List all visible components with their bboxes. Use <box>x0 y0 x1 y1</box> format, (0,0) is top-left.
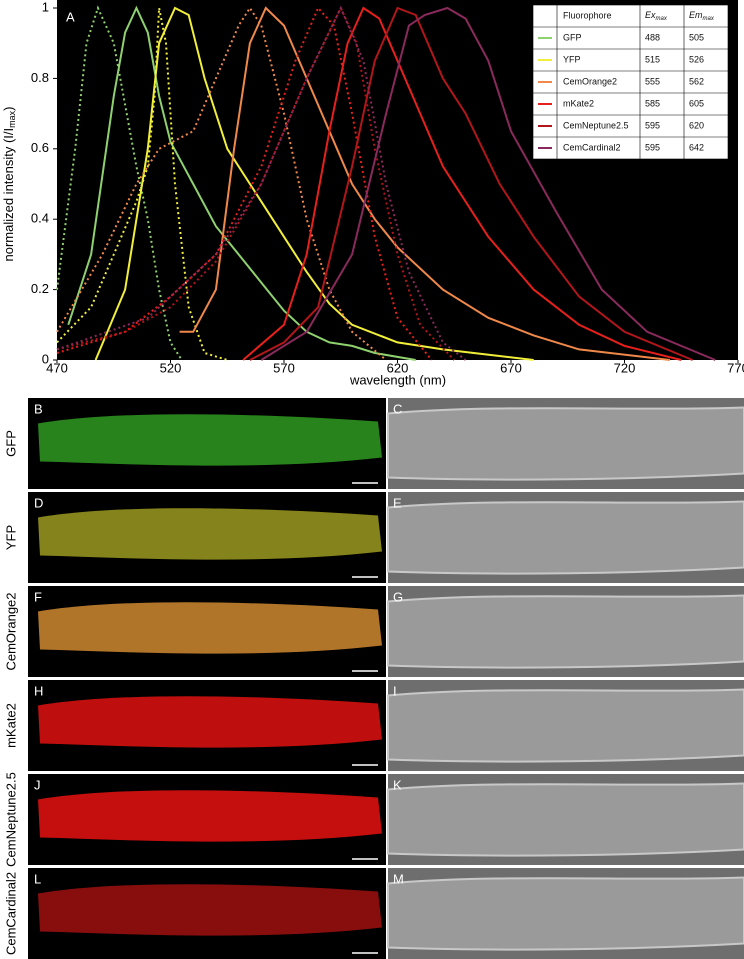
worm-fluorescence <box>38 790 382 842</box>
row-label: CemOrange2 <box>3 592 18 670</box>
panel-letter: C <box>393 401 402 416</box>
emission-line <box>260 6 716 361</box>
y-tick-label: 0.6 <box>31 140 49 155</box>
y-axis-label-sub: max <box>7 110 17 128</box>
panel-letter: M <box>393 871 404 886</box>
excitation-line <box>56 5 467 361</box>
worm-dic <box>387 406 744 481</box>
table-header: Emmax <box>689 10 715 21</box>
table-header: Exmax <box>645 10 668 21</box>
y-axis-label: normalized intensity (I/Imax) <box>1 106 17 261</box>
y-axis-label-end: ) <box>1 106 16 110</box>
y-tick-label: 0.2 <box>31 281 49 296</box>
panel-letter: D <box>34 495 43 510</box>
panel-letter: J <box>34 777 41 792</box>
panel-letter: F <box>34 589 42 604</box>
y-tick-label: 0.8 <box>31 70 49 85</box>
legend-table <box>532 4 729 160</box>
table-header: Fluorophore <box>563 10 612 20</box>
panel-letter: K <box>393 777 402 792</box>
header-base: Ex <box>645 10 656 20</box>
em-max: 526 <box>689 54 704 64</box>
worm-fluorescence <box>38 884 382 936</box>
excitation-line <box>56 5 456 361</box>
panel-letter: E <box>393 495 402 510</box>
worm-fluorescence <box>38 602 382 654</box>
emission-line <box>94 6 534 361</box>
worm-dic <box>387 688 744 763</box>
row-label: GFP <box>3 430 18 457</box>
legend-label: mKate2 <box>563 98 594 108</box>
panel-letter: L <box>34 871 41 886</box>
panel-letter: A <box>66 9 75 24</box>
y-tick-label: 0 <box>42 351 49 366</box>
worm-fluorescence <box>38 696 382 748</box>
em-max: 505 <box>689 32 704 42</box>
panel-letter: G <box>393 589 403 604</box>
emission-line <box>242 6 682 361</box>
panel-letter: B <box>34 401 43 416</box>
row-label: CemCardinal2 <box>3 872 18 955</box>
x-tick-label: 570 <box>273 360 295 375</box>
ex-max: 555 <box>645 76 660 86</box>
ex-max: 595 <box>645 142 660 152</box>
excitation-line <box>56 6 433 361</box>
y-axis-label-text: normalized intensity (I/I <box>1 128 16 262</box>
emission-line <box>67 5 416 361</box>
header-sub: max <box>703 16 715 22</box>
worm-fluorescence <box>38 414 382 466</box>
ex-max: 595 <box>645 120 660 130</box>
panel-letter: I <box>393 683 397 698</box>
row-label: CemNeptune2.5 <box>3 772 18 867</box>
header-base: Em <box>689 10 703 20</box>
em-max: 562 <box>689 76 704 86</box>
worm-dic <box>387 876 744 951</box>
legend-label: CemNeptune2.5 <box>563 120 629 130</box>
y-tick-label: 1 <box>42 0 49 14</box>
worm-dic <box>387 782 744 857</box>
legend-label: CemCardinal2 <box>563 142 621 152</box>
x-tick-label: 520 <box>160 360 182 375</box>
worm-dic <box>387 500 744 575</box>
panel-letter: H <box>34 683 43 698</box>
em-max: 605 <box>689 98 704 108</box>
ex-max: 585 <box>645 98 660 108</box>
ex-max: 488 <box>645 32 660 42</box>
ex-max: 515 <box>645 54 660 64</box>
excitation-line <box>56 5 183 361</box>
legend-label: YFP <box>563 54 581 64</box>
emission-line <box>249 6 693 361</box>
x-tick-label: 470 <box>46 360 68 375</box>
row-label: mKate2 <box>3 703 18 748</box>
legend-label: CemOrange2 <box>563 76 617 86</box>
x-tick-label: 770 <box>727 360 744 375</box>
worm-fluorescence <box>38 508 382 560</box>
x-tick-label: 720 <box>614 360 636 375</box>
worm-dic <box>387 594 744 669</box>
x-tick-label: 670 <box>500 360 522 375</box>
y-tick-label: 0.4 <box>31 211 49 226</box>
header-sub: max <box>656 16 668 22</box>
em-max: 642 <box>689 142 704 152</box>
x-tick-label: 620 <box>387 360 409 375</box>
em-max: 620 <box>689 120 704 130</box>
row-label: YFP <box>3 525 18 550</box>
legend-label: GFP <box>563 32 582 42</box>
excitation-line <box>56 7 228 361</box>
x-axis-label: wavelength (nm) <box>349 372 446 387</box>
